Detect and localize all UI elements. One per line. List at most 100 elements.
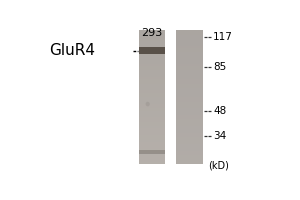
Bar (176, 137, 202, 140)
Bar (139, 50, 165, 52)
Bar (176, 88, 202, 90)
Bar (176, 73, 202, 75)
Bar (139, 122, 165, 124)
Bar (176, 135, 202, 137)
Bar (139, 153, 165, 155)
Bar (139, 133, 165, 135)
Bar (139, 66, 165, 68)
Ellipse shape (146, 102, 150, 106)
Bar (139, 108, 165, 111)
Bar (139, 47, 165, 54)
Bar (139, 149, 165, 151)
Bar (139, 44, 165, 46)
Bar (176, 57, 202, 59)
Bar (139, 37, 165, 39)
Bar (139, 55, 165, 57)
Bar (176, 55, 202, 57)
Bar (139, 30, 165, 32)
Bar (176, 95, 202, 97)
Bar (139, 97, 165, 99)
Bar (139, 162, 165, 164)
Bar (176, 119, 202, 122)
Bar (139, 61, 165, 64)
Bar (176, 84, 202, 86)
Bar (139, 95, 165, 97)
Bar (176, 133, 202, 135)
Bar (176, 111, 202, 113)
Bar (139, 70, 165, 73)
Bar (176, 79, 202, 82)
Bar (139, 104, 165, 106)
Bar (139, 119, 165, 122)
Bar (176, 108, 202, 111)
Bar (176, 128, 202, 131)
Bar (139, 117, 165, 119)
Bar (139, 77, 165, 79)
Bar (139, 64, 165, 66)
Bar (139, 86, 165, 88)
Bar (139, 160, 165, 162)
Bar (139, 157, 165, 160)
Bar (176, 59, 202, 61)
Bar (139, 73, 165, 75)
Bar (176, 86, 202, 88)
Bar (176, 160, 202, 162)
Bar (139, 131, 165, 133)
Bar (139, 82, 165, 84)
Bar (176, 126, 202, 128)
Bar (139, 146, 165, 149)
Bar (176, 61, 202, 64)
Bar (176, 153, 202, 155)
Bar (176, 48, 202, 50)
Bar (176, 102, 202, 104)
Bar (176, 117, 202, 119)
Bar (139, 135, 165, 137)
Text: 34: 34 (213, 131, 226, 141)
Bar (139, 126, 165, 128)
Bar (176, 41, 202, 44)
Bar (176, 93, 202, 95)
Text: 293: 293 (141, 28, 163, 38)
Bar (176, 140, 202, 142)
Text: 85: 85 (213, 62, 226, 72)
Bar (139, 115, 165, 117)
Bar (139, 124, 165, 126)
Bar (176, 146, 202, 149)
Bar (139, 128, 165, 131)
Bar (176, 106, 202, 108)
Bar (176, 30, 202, 32)
Bar (176, 149, 202, 151)
Bar (176, 142, 202, 144)
Bar (139, 155, 165, 157)
Bar (139, 93, 165, 95)
Bar (176, 113, 202, 115)
Bar (139, 144, 165, 146)
Bar (176, 66, 202, 68)
Bar (176, 90, 202, 93)
Bar (139, 150, 165, 154)
Bar (176, 151, 202, 153)
Bar (176, 104, 202, 106)
Bar (139, 137, 165, 140)
Bar (139, 35, 165, 37)
Bar (176, 99, 202, 102)
Bar (176, 52, 202, 55)
Bar (139, 140, 165, 142)
Bar (176, 75, 202, 77)
Bar (139, 90, 165, 93)
Bar (176, 46, 202, 48)
Bar (139, 68, 165, 70)
Bar (139, 84, 165, 86)
Bar (176, 32, 202, 35)
Bar (139, 57, 165, 59)
Bar (139, 113, 165, 115)
Bar (176, 124, 202, 126)
Bar (139, 52, 165, 55)
Bar (176, 162, 202, 164)
Bar (139, 111, 165, 113)
Bar (176, 44, 202, 46)
Bar (176, 39, 202, 41)
Bar (139, 106, 165, 108)
Bar (176, 35, 202, 37)
Bar (176, 77, 202, 79)
